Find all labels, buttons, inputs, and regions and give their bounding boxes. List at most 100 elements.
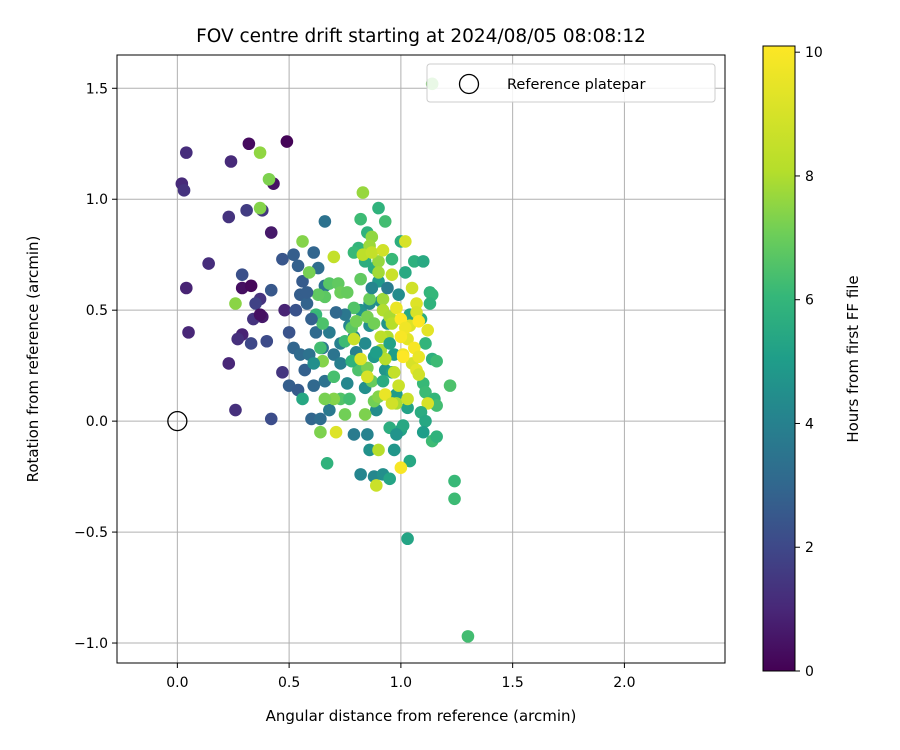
data-point	[179, 281, 193, 295]
data-point	[177, 184, 191, 197]
data-point	[448, 474, 461, 488]
colorbar-tick-label: 6	[805, 293, 814, 309]
colorbar-tick-label: 4	[805, 416, 814, 432]
data-point	[262, 172, 276, 186]
y-tick-label: 1.5	[86, 81, 108, 97]
data-point	[347, 301, 361, 315]
data-point	[419, 337, 432, 350]
data-point	[231, 332, 245, 346]
data-point	[329, 306, 343, 319]
colorbar-tick-label: 8	[805, 169, 814, 185]
data-point	[430, 430, 443, 443]
x-tick-label: 1.0	[390, 675, 412, 691]
data-point	[392, 379, 405, 392]
data-point	[416, 425, 430, 439]
data-point	[260, 334, 274, 348]
data-point	[314, 412, 327, 426]
data-point	[298, 363, 312, 377]
data-point	[244, 279, 258, 293]
x-tick-label: 1.5	[502, 675, 524, 691]
data-point	[419, 414, 432, 428]
data-point	[276, 366, 289, 379]
data-point	[369, 346, 383, 359]
data-point	[372, 443, 385, 457]
data-point	[323, 277, 336, 290]
data-point	[403, 454, 417, 468]
data-point	[296, 392, 309, 406]
data-point	[347, 428, 361, 441]
x-axis-label: Angular distance from reference (arcmin)	[266, 707, 577, 725]
data-point	[302, 266, 316, 279]
data-point	[318, 392, 332, 406]
data-point	[235, 268, 249, 281]
data-point	[390, 301, 403, 315]
data-point	[358, 337, 372, 350]
data-point	[354, 468, 367, 481]
data-point	[405, 281, 419, 295]
data-point	[240, 204, 253, 217]
data-point	[383, 337, 397, 350]
data-point	[338, 408, 352, 421]
data-point	[407, 255, 421, 268]
colorbar-tick-label: 0	[805, 664, 814, 680]
data-point	[296, 235, 309, 248]
data-point	[327, 250, 341, 264]
data-point	[347, 332, 361, 346]
y-tick-label: 1.0	[86, 192, 108, 208]
data-point	[361, 361, 374, 375]
data-point	[387, 443, 401, 457]
data-point	[202, 257, 215, 270]
data-point	[318, 215, 332, 228]
data-point	[244, 337, 258, 350]
data-point	[385, 397, 399, 410]
data-point	[361, 370, 374, 384]
data-point	[430, 354, 443, 368]
data-point	[305, 312, 318, 326]
data-point	[264, 412, 278, 426]
data-point	[224, 155, 238, 168]
data-point	[349, 314, 363, 328]
data-point	[307, 379, 321, 392]
data-point	[316, 317, 329, 330]
data-point	[399, 266, 412, 279]
x-axis-ticks: 0.0 0.5 1.0 1.5 2.0	[166, 663, 636, 691]
legend-box	[426, 63, 716, 103]
data-point	[392, 288, 405, 301]
data-point	[354, 352, 367, 366]
data-point	[399, 235, 412, 248]
data-point	[376, 292, 390, 306]
data-point	[293, 348, 307, 361]
data-point	[253, 201, 267, 215]
data-point	[372, 266, 385, 279]
data-point	[376, 374, 390, 388]
data-point	[307, 246, 321, 259]
data-point	[419, 385, 432, 399]
data-point	[242, 137, 256, 151]
data-point	[309, 326, 323, 339]
data-point	[421, 397, 435, 410]
plot-frame	[116, 54, 726, 664]
y-tick-label: −0.5	[74, 525, 108, 541]
data-point	[401, 392, 414, 406]
data-point	[229, 403, 242, 417]
data-point	[376, 243, 390, 257]
data-point	[378, 215, 392, 228]
data-point	[300, 286, 314, 299]
data-point	[461, 630, 475, 643]
data-point	[320, 456, 334, 470]
chart-title: FOV centre drift starting at 2024/08/05 …	[196, 26, 646, 47]
data-point	[323, 403, 336, 417]
x-tick-label: 0.0	[166, 675, 188, 691]
data-point	[222, 357, 236, 370]
data-point	[253, 146, 267, 159]
data-point	[385, 268, 399, 281]
data-point	[396, 419, 410, 432]
data-point	[443, 379, 457, 392]
data-point	[179, 146, 193, 159]
data-point	[401, 532, 414, 546]
data-point	[327, 348, 341, 361]
data-point	[282, 326, 296, 339]
colorbar-label: Hours from first FF file	[844, 275, 862, 442]
data-point	[340, 286, 354, 299]
